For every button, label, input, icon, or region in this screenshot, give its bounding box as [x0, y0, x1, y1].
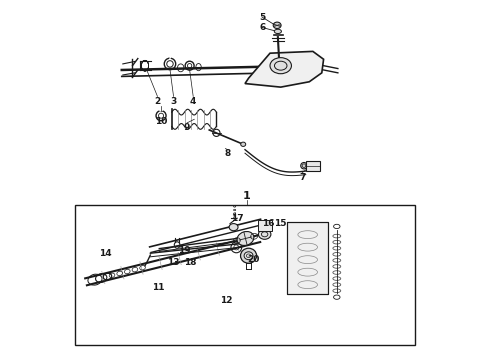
Text: 20: 20 [248, 255, 260, 264]
Text: 3: 3 [171, 97, 177, 106]
Text: 16: 16 [262, 219, 274, 228]
Text: 10: 10 [155, 117, 167, 126]
Text: 7: 7 [299, 173, 305, 182]
Text: 11: 11 [152, 283, 165, 292]
Text: 18: 18 [184, 258, 197, 267]
Text: 17: 17 [231, 214, 244, 223]
Ellipse shape [244, 252, 253, 260]
Bar [287, 222, 328, 294]
Ellipse shape [241, 248, 257, 263]
Polygon shape [245, 51, 323, 87]
Text: 14: 14 [98, 249, 111, 258]
Text: 2: 2 [154, 97, 161, 106]
Text: 9: 9 [184, 123, 190, 132]
Bar [258, 220, 272, 231]
Text: 12: 12 [220, 296, 233, 305]
Ellipse shape [237, 231, 254, 246]
Ellipse shape [270, 58, 292, 74]
Ellipse shape [274, 29, 281, 33]
Text: 1: 1 [243, 191, 251, 201]
Text: 13: 13 [167, 258, 179, 267]
Ellipse shape [241, 142, 245, 147]
Ellipse shape [301, 162, 307, 169]
Text: 6: 6 [259, 23, 265, 32]
Text: 5: 5 [259, 13, 265, 22]
Bar [287, 222, 328, 294]
Text: 8: 8 [225, 149, 231, 158]
Ellipse shape [229, 224, 238, 231]
Ellipse shape [273, 22, 281, 28]
Bar [306, 161, 320, 171]
Ellipse shape [258, 229, 271, 239]
Text: 19: 19 [178, 246, 191, 255]
Text: 4: 4 [190, 97, 196, 106]
Bar [75, 205, 415, 345]
Text: 15: 15 [274, 219, 286, 228]
